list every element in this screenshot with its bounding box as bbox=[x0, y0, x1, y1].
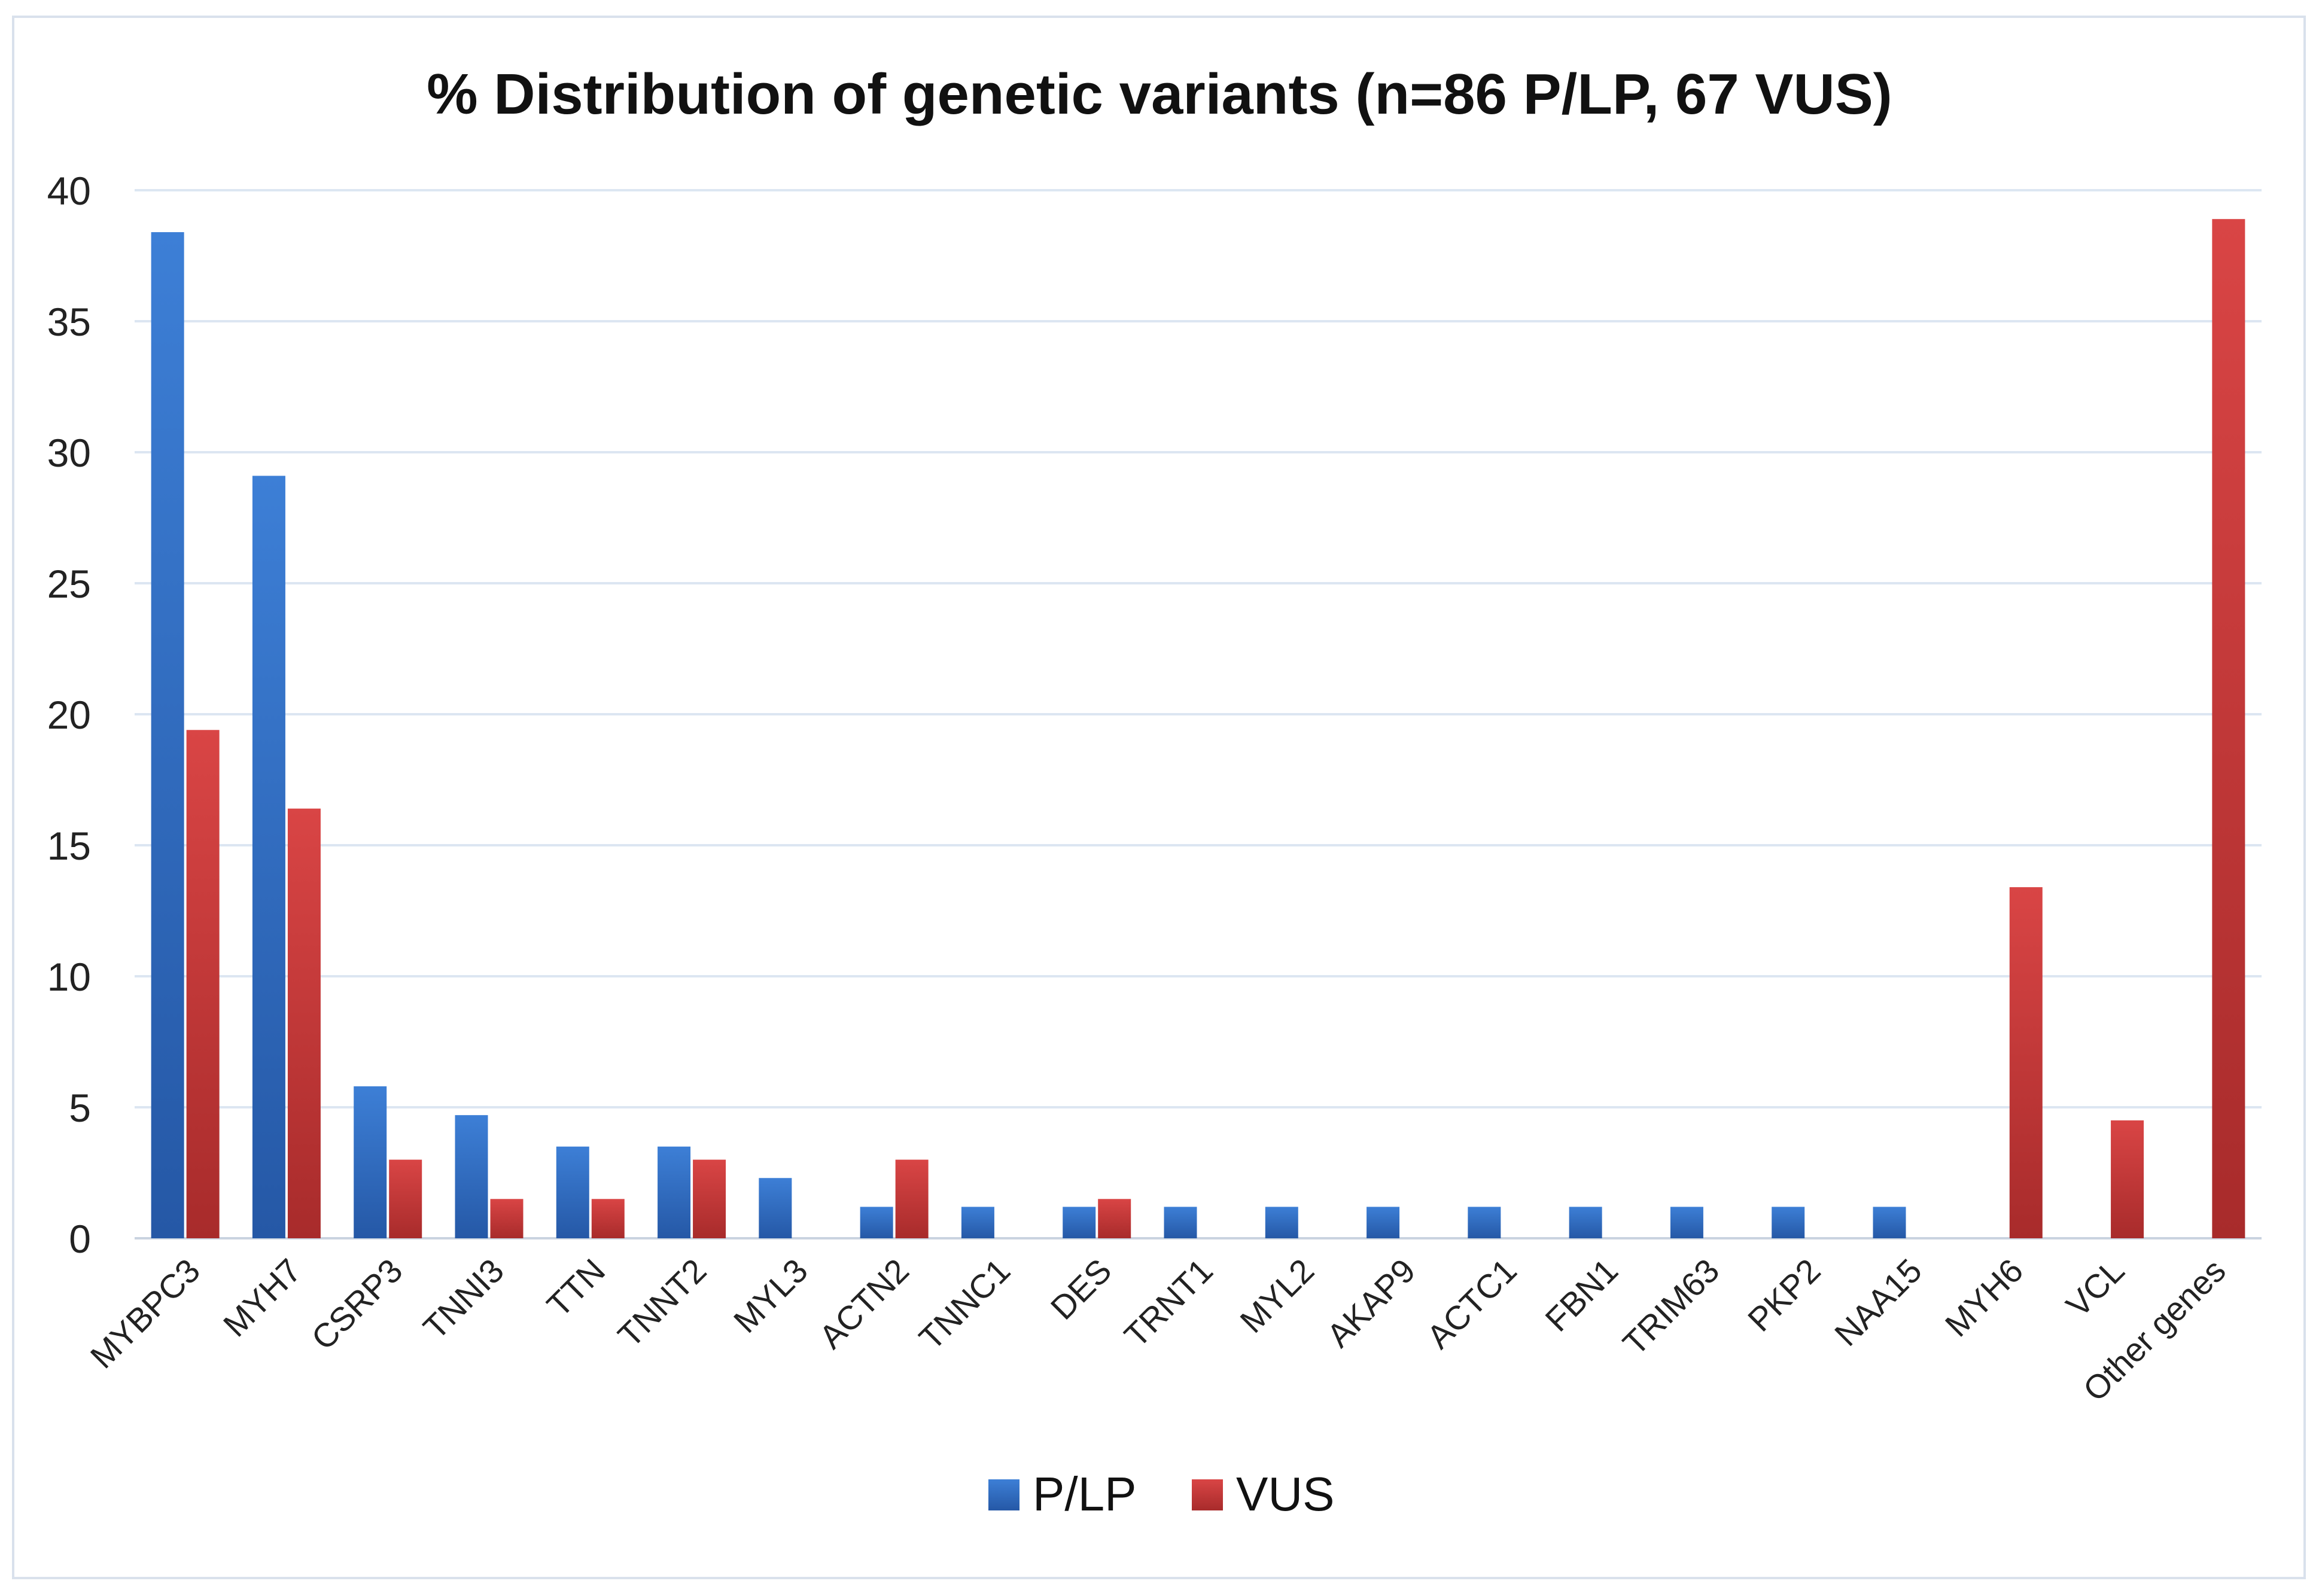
bar-vus-csrp3 bbox=[389, 1159, 422, 1238]
bar-p-lp-csrp3 bbox=[354, 1086, 387, 1238]
bar-vus-vcl bbox=[2111, 1120, 2144, 1238]
legend: P/LP VUS bbox=[988, 1467, 1335, 1521]
y-tick-label: 35 bbox=[47, 300, 91, 344]
y-tick-label: 40 bbox=[47, 169, 91, 213]
bar-p-lp-mybpc3 bbox=[151, 232, 184, 1239]
bar-p-lp-actn2 bbox=[860, 1207, 893, 1238]
bar-vus-tnni3 bbox=[490, 1199, 524, 1238]
bar-p-lp-myl2 bbox=[1265, 1207, 1298, 1238]
bar-p-lp-tnnc1 bbox=[961, 1207, 994, 1238]
bar-p-lp-des bbox=[1063, 1207, 1096, 1238]
legend-label: VUS bbox=[1236, 1467, 1335, 1521]
bar-p-lp-fbn1 bbox=[1569, 1207, 1602, 1238]
y-tick-label: 15 bbox=[47, 824, 91, 868]
y-tick-label: 30 bbox=[47, 431, 91, 475]
chart-title: % Distribution of genetic variants (n=86… bbox=[427, 62, 1892, 126]
y-tick-label: 25 bbox=[47, 562, 91, 606]
y-tick-label: 0 bbox=[69, 1217, 91, 1261]
bar-vus-mybpc3 bbox=[186, 730, 220, 1238]
bar-p-lp-trnt1 bbox=[1164, 1207, 1197, 1238]
y-axis-tick-labels: 0 5 10 15 20 25 30 35 40 bbox=[47, 169, 91, 1261]
bar-p-lp-tnni3 bbox=[455, 1115, 488, 1238]
bar-p-lp-ttn bbox=[556, 1146, 589, 1238]
legend-label: P/LP bbox=[1033, 1467, 1136, 1521]
legend-swatch-vus bbox=[1192, 1479, 1223, 1510]
bar-vus-ttn bbox=[591, 1199, 625, 1238]
y-tick-label: 20 bbox=[47, 693, 91, 737]
bar-vus-actn2 bbox=[895, 1159, 929, 1238]
bar-p-lp-tnnt2 bbox=[658, 1146, 691, 1238]
bar-p-lp-naa15 bbox=[1873, 1207, 1906, 1238]
bar-vus-myh7 bbox=[287, 808, 321, 1238]
bars bbox=[151, 219, 2245, 1239]
chart-border bbox=[12, 16, 2306, 1579]
bar-p-lp-myh7 bbox=[252, 476, 285, 1239]
bar-vus-des bbox=[1098, 1199, 1131, 1238]
bar-vus-tnnt2 bbox=[693, 1159, 726, 1238]
legend-swatch-p-lp bbox=[988, 1479, 1019, 1510]
y-tick-label: 5 bbox=[69, 1086, 91, 1130]
bar-p-lp-myl3 bbox=[759, 1178, 792, 1238]
bar-p-lp-trim63 bbox=[1670, 1207, 1703, 1238]
bar-p-lp-actc1 bbox=[1468, 1207, 1501, 1238]
gridlines bbox=[135, 189, 2262, 1239]
bar-p-lp-pkp2 bbox=[1772, 1207, 1805, 1238]
y-tick-label: 10 bbox=[47, 955, 91, 999]
bar-vus-myh6 bbox=[2009, 887, 2043, 1238]
bar-vus-other-genes bbox=[2212, 219, 2245, 1239]
bar-p-lp-akap9 bbox=[1367, 1207, 1400, 1238]
